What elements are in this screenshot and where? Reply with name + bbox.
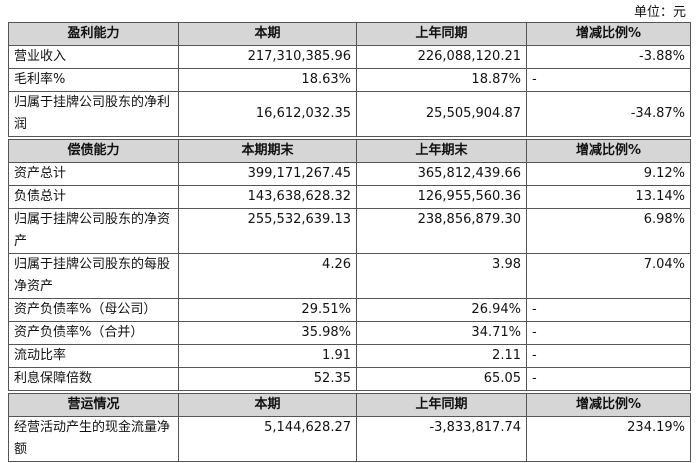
value-cell: -3.88%	[526, 45, 691, 69]
value-cell: -3,833,817.74	[356, 416, 527, 462]
table-row: 营业收入 217,310,385.96 226,088,120.21 -3.88%	[8, 45, 691, 69]
data-table: 盈利能力 本期 上年同期 增减比例% 营业收入 217,310,385.96 226,088…	[8, 22, 691, 137]
header-cell: 增减比例%	[526, 393, 691, 417]
row-label: 利息保障倍数	[8, 367, 179, 391]
header-cell: 增减比例%	[526, 139, 691, 163]
value-cell: 143,638,628.32	[178, 185, 357, 209]
value-cell: 4.26	[178, 253, 357, 299]
value-cell: 35.98%	[178, 321, 357, 345]
value-cell: 399,171,267.45	[178, 162, 357, 186]
value-cell: 3.98	[356, 253, 527, 299]
value-cell: 2.11	[356, 344, 527, 368]
row-label: 负债总计	[8, 185, 179, 209]
row-label: 归属于挂牌公司股东的净利润	[8, 91, 179, 137]
value-cell: -	[526, 344, 691, 368]
row-label: 经营活动产生的现金流量净额	[8, 416, 179, 462]
value-cell: 255,532,639.13	[178, 208, 357, 254]
header-cell: 上年期末	[356, 139, 527, 163]
row-label: 归属于挂牌公司股东的每股净资产	[8, 253, 179, 299]
table-row: 归属于挂牌公司股东的净利润 16,612,032.35 25,505,904.87-…	[8, 91, 691, 137]
row-label: 资产总计	[8, 162, 179, 186]
header-cell: 偿债能力	[8, 139, 179, 163]
row-label: 营业收入	[8, 45, 179, 69]
value-cell: 25,505,904.87	[356, 91, 527, 137]
header-row: 盈利能力 本期 上年同期 增减比例%	[8, 22, 691, 46]
row-label: 归属于挂牌公司股东的净资产	[8, 208, 179, 254]
value-cell: 5,144,628.27	[178, 416, 357, 462]
value-cell: 7.04%	[526, 253, 691, 299]
value-cell: 9.12%	[526, 162, 691, 186]
value-cell: 238,856,879.30	[356, 208, 527, 254]
row-label: 资产负债率%（母公司）	[8, 298, 179, 322]
row-label: 毛利率%	[8, 68, 179, 92]
value-cell: 29.51%	[178, 298, 357, 322]
value-cell: 18.63%	[178, 68, 357, 92]
table-row: 资产负债率%（母公司） 29.51% 26.94% -	[8, 298, 691, 322]
value-cell: -	[526, 68, 691, 92]
value-cell: 18.87%	[356, 68, 527, 92]
header-cell: 上年同期	[356, 22, 527, 46]
table-row: 流动比率 1.91 2.11-	[8, 344, 691, 368]
table-row: 归属于挂牌公司股东的净资产 255,532,639.13 238,856,879.3…	[8, 208, 691, 254]
data-table: 营运情况 本期 上年同期 增减比例% 经营活动产生的现金流量净额 5,144,628.27…	[8, 393, 691, 462]
header-cell: 增减比例%	[526, 22, 691, 46]
header-row: 营运情况 本期 上年同期 增减比例%	[8, 393, 691, 417]
value-cell: 65.05	[356, 367, 527, 391]
value-cell: 365,812,439.66	[356, 162, 527, 186]
table-row: 毛利率% 18.63% 18.87% -	[8, 68, 691, 92]
value-cell: 1.91	[178, 344, 357, 368]
row-label: 资产负债率%（合并）	[8, 321, 179, 345]
table-row: 资产总计 399,171,267.45 365,812,439.66 9.12%	[8, 162, 691, 186]
header-cell: 上年同期	[356, 393, 527, 417]
table-row: 经营活动产生的现金流量净额 5,144,628.27 -3,833,817.74 23…	[8, 416, 691, 462]
value-cell: -	[526, 298, 691, 322]
value-cell: 16,612,032.35	[178, 91, 357, 137]
header-cell: 本期	[178, 22, 357, 46]
value-cell: 34.71%	[356, 321, 527, 345]
table-row: 归属于挂牌公司股东的每股净资产 4.26 3.98 7.04%	[8, 253, 691, 299]
header-cell: 本期期末	[178, 139, 357, 163]
header-cell: 盈利能力	[8, 22, 179, 46]
data-table: 偿债能力 本期期末 上年期末 增减比例% 资产总计 399,171,267.45 365,8…	[8, 139, 691, 391]
row-label: 流动比率	[8, 344, 179, 368]
value-cell: 234.19%	[526, 416, 691, 462]
value-cell: -	[526, 367, 691, 391]
value-cell: 126,955,560.36	[356, 185, 527, 209]
value-cell: 13.14%	[526, 185, 691, 209]
value-cell: -34.87%	[526, 91, 691, 137]
value-cell: 6.98%	[526, 208, 691, 254]
value-cell: 217,310,385.96	[178, 45, 357, 69]
table-row: 负债总计 143,638,628.32 126,955,560.36 13.14%	[8, 185, 691, 209]
table-row: 资产负债率%（合并） 35.98% 34.71% -	[8, 321, 691, 345]
header-cell: 营运情况	[8, 393, 179, 417]
header-row: 偿债能力 本期期末 上年期末 增减比例%	[8, 139, 691, 163]
value-cell: -	[526, 321, 691, 345]
value-cell: 226,088,120.21	[356, 45, 527, 69]
value-cell: 26.94%	[356, 298, 527, 322]
unit-label: 单位：元	[633, 5, 686, 20]
value-cell: 52.35	[178, 367, 357, 391]
table-row: 利息保障倍数 52.35 65.05-	[8, 367, 691, 391]
header-cell: 本期	[178, 393, 357, 417]
